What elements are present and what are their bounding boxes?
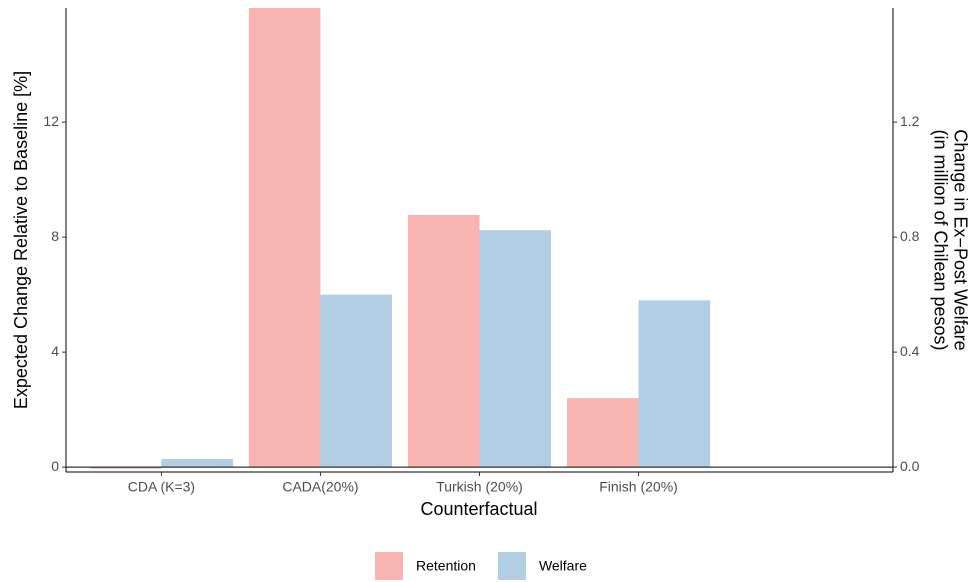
bar [638, 300, 711, 468]
x-tick-label: CDA (K=3) [128, 479, 195, 495]
legend-label: Welfare [539, 558, 587, 574]
plot-area [89, 8, 711, 469]
bar [89, 467, 162, 469]
y-axis-title: Expected Change Relative to Baseline [%] [11, 71, 31, 409]
y2-tick-label: 0.8 [900, 228, 920, 244]
bar [320, 294, 393, 468]
x-tick-label: Turkish (20%) [436, 479, 523, 495]
x-axis-title: Counterfactual [420, 499, 537, 519]
legend-swatch [375, 552, 403, 580]
bar [479, 230, 552, 468]
bar [566, 398, 639, 468]
bar [161, 459, 233, 468]
y-tick-label: 8 [51, 228, 59, 244]
y2-axis-title: (in million of Chilean pesos) [930, 129, 950, 350]
y2-tick-label: 1.2 [900, 113, 920, 129]
y-tick-label: 12 [43, 113, 59, 129]
y2-tick-label: 0.4 [900, 343, 920, 359]
legend-swatch [497, 552, 526, 580]
y-tick-label: 4 [51, 343, 59, 359]
x-tick-label: CADA(20%) [282, 479, 358, 495]
x-tick-label: Finish (20%) [599, 479, 678, 495]
y2-axis-title: Change in Ex−Post Welfare [950, 129, 969, 350]
legend-label: Retention [416, 558, 476, 574]
bar [248, 8, 321, 468]
y2-tick-label: 0.0 [900, 458, 920, 474]
bar [407, 214, 480, 468]
y-tick-label: 0 [51, 458, 59, 474]
